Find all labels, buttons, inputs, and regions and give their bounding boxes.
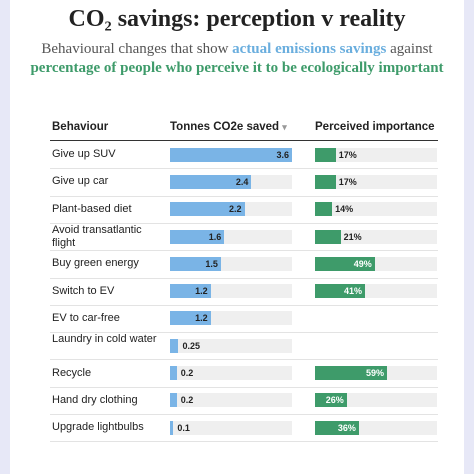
saved-bar-track: 0.2 — [170, 366, 292, 381]
row-divider — [50, 414, 438, 415]
saved-value-label: 2.2 — [229, 204, 242, 215]
row-divider — [50, 386, 438, 388]
saved-bar — [170, 311, 211, 326]
saved-value-label: 2.4 — [235, 176, 249, 187]
saved-value-label: 1.6 — [208, 231, 222, 242]
chart-subtitle: Behavioural changes that show actual emi… — [24, 40, 450, 78]
behaviour-label: Switch to EV — [52, 284, 115, 297]
column-header-saved[interactable]: Tonnes CO2e saved ▾ — [170, 121, 287, 133]
saved-bar-track: 0.25 — [170, 338, 292, 353]
behaviour-label: Plant-based diet — [52, 202, 132, 215]
saved-bar-track: 1.5 — [170, 256, 292, 271]
perceived-bar — [315, 174, 336, 189]
saved-value-label: 0.2 — [180, 368, 194, 379]
row-divider — [50, 332, 438, 334]
chart-card: CO₂ savings: perception v reality Behavi… — [10, 0, 464, 474]
row-divider — [50, 304, 438, 306]
subtitle-text-mid: against — [386, 41, 433, 57]
saved-bar — [170, 338, 179, 353]
perceived-value-label: 49% — [353, 258, 372, 269]
header-divider — [50, 140, 438, 141]
saved-bar-track: 2.2 — [170, 202, 292, 217]
perceived-value-label: 36% — [337, 422, 356, 433]
row-divider — [50, 168, 438, 170]
column-header-perceived: Perceived importance — [315, 121, 435, 133]
perceived-value-label: 14% — [335, 204, 354, 215]
perceived-bar — [315, 147, 336, 162]
saved-bar — [170, 147, 292, 162]
saved-bar — [170, 393, 177, 408]
perceived-bar-track: 17% — [315, 147, 437, 162]
behaviour-label: Hand dry clothing — [52, 393, 138, 406]
perceived-bar-track: 17% — [315, 174, 437, 189]
subtitle-highlight-savings: actual emissions savings — [232, 41, 387, 57]
sort-down-icon[interactable]: ▾ — [282, 122, 287, 132]
perceived-bar — [315, 420, 359, 435]
chart-title: CO₂ savings: perception v reality — [68, 6, 406, 32]
saved-value-label: 3.6 — [276, 149, 289, 160]
subtitle-text-start: Behavioural changes that show — [41, 41, 233, 57]
perceived-bar — [315, 229, 341, 244]
subtitle-highlight-perception: percentage of people who perceive it to … — [30, 60, 444, 76]
saved-bar — [170, 256, 221, 271]
behaviour-label: Upgrade lightbulbs — [52, 421, 144, 434]
perceived-value-label: 26% — [325, 395, 344, 406]
perceived-value-label: 21% — [343, 231, 362, 242]
perceived-bar-track: 36% — [315, 420, 437, 435]
saved-value-label: 0.25 — [182, 340, 200, 351]
behaviour-label: Buy green energy — [52, 257, 139, 270]
row-divider — [50, 222, 438, 224]
perceived-bar-track — [315, 339, 437, 353]
behaviour-label: Give up SUV — [52, 148, 116, 161]
behaviour-label: Avoid transatlantic flight — [52, 223, 142, 249]
saved-bar-track: 1.2 — [170, 284, 292, 299]
saved-bar — [170, 366, 177, 381]
perceived-bar — [315, 284, 366, 299]
saved-bar — [170, 174, 252, 189]
behaviour-label: Give up car — [52, 175, 109, 188]
column-header-saved-label: Tonnes CO2e saved — [170, 121, 280, 133]
perceived-value-label: 17% — [338, 176, 357, 187]
saved-value-label: 1.5 — [205, 258, 218, 269]
saved-value-label: 1.2 — [195, 313, 208, 324]
row-divider — [50, 277, 438, 279]
row-divider — [50, 250, 438, 252]
perceived-bar-track: 41% — [315, 284, 437, 299]
perceived-bar-track: 49% — [315, 256, 437, 271]
saved-bar-track: 0.1 — [170, 420, 292, 435]
saved-bar-track: 1.2 — [170, 311, 292, 326]
perceived-bar-track: 14% — [315, 202, 437, 217]
perceived-bar-track: 21% — [315, 229, 437, 244]
perceived-bar-track: 59% — [315, 366, 437, 381]
saved-value-label: 1.2 — [195, 286, 208, 297]
saved-bar-track: 1.6 — [170, 229, 292, 244]
behaviour-label: Recycle — [52, 366, 92, 379]
saved-bar-track: 2.4 — [170, 174, 292, 189]
behaviour-label: EV to car-free — [52, 311, 120, 324]
saved-bar-track: 0.2 — [170, 393, 292, 408]
saved-bar — [170, 284, 211, 299]
perceived-bar — [315, 366, 387, 381]
saved-value-label: 0.1 — [177, 422, 190, 433]
perceived-bar-track — [315, 311, 437, 325]
saved-bar-track: 3.6 — [170, 147, 292, 162]
row-divider — [50, 195, 438, 197]
perceived-value-label: 17% — [338, 149, 357, 160]
saved-bar — [170, 420, 174, 435]
perceived-value-label: 41% — [344, 286, 363, 297]
saved-bar — [170, 202, 245, 217]
perceived-bar — [315, 393, 347, 408]
saved-value-label: 0.2 — [180, 395, 194, 406]
row-divider — [50, 441, 438, 443]
perceived-bar — [315, 202, 333, 217]
perceived-bar — [315, 256, 375, 271]
row-divider — [50, 359, 438, 361]
perceived-bar-track: 26% — [315, 393, 437, 408]
behaviour-label: Laundry in cold water — [52, 332, 157, 345]
saved-bar — [170, 229, 225, 244]
column-header-behaviour: Behaviour — [52, 121, 109, 133]
table-rows: Give up SUV 3.6 17% Give up car 2.4 17% Plant-… — [10, 0, 464, 474]
perceived-value-label: 59% — [365, 368, 384, 379]
